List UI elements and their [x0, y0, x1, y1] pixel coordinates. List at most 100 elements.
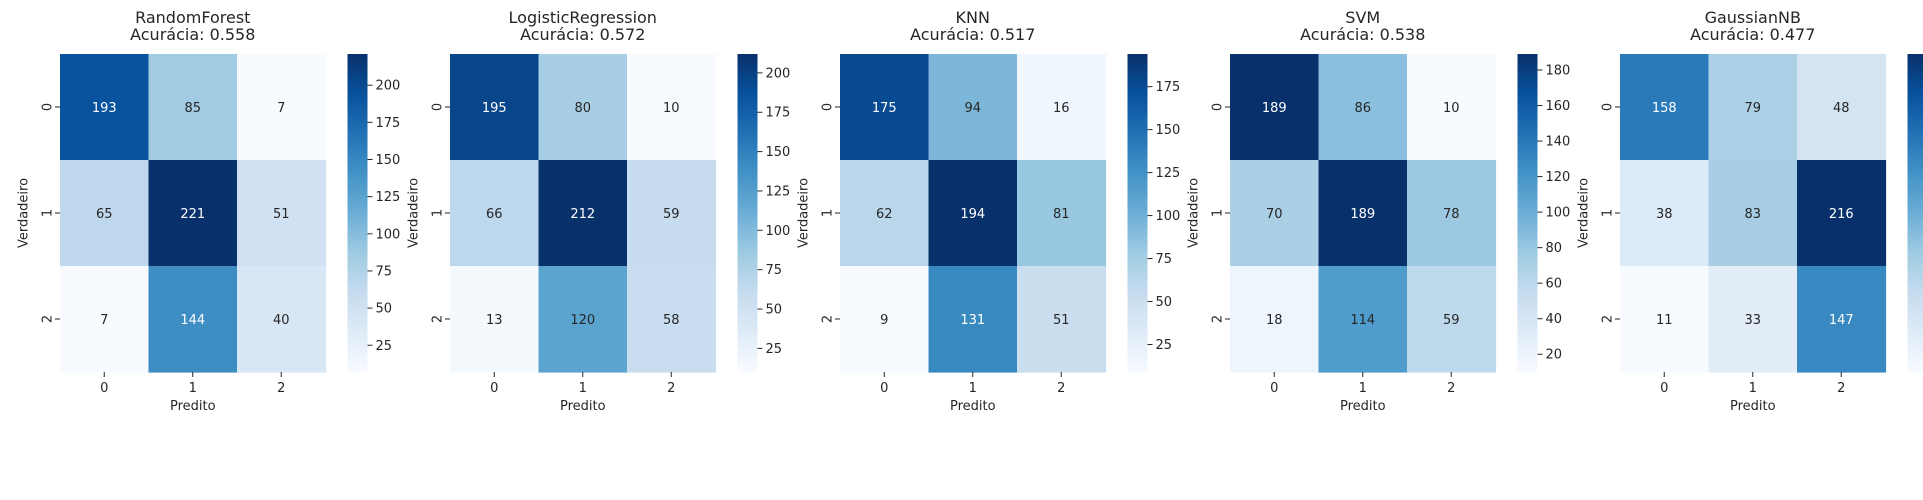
cell-value-label: 18	[1266, 313, 1283, 328]
x-tick-label: 2	[1837, 381, 1845, 396]
x-axis-label: Predito	[170, 399, 216, 414]
heatmap-cell	[1230, 160, 1320, 267]
y-tick-label: 0	[1601, 103, 1616, 111]
cell-value-label: 48	[1833, 101, 1850, 116]
cell-value-label: 10	[1443, 101, 1460, 116]
heatmap-cell	[840, 266, 930, 373]
colorbar-tick-label: 25	[1156, 338, 1173, 353]
cell-value-label: 120	[570, 313, 595, 328]
heatmap-cell	[1797, 160, 1887, 267]
colorbar-tick-label: 60	[1546, 277, 1563, 292]
x-tick-label: 0	[490, 381, 498, 396]
heatmap-cell	[450, 266, 540, 373]
colorbar-tick-label: 100	[1546, 206, 1571, 221]
cell-value-label: 7	[100, 313, 108, 328]
heatmap-cell	[1620, 160, 1710, 267]
y-axis-label: Verdadeiro	[797, 178, 812, 248]
y-axis-label: Verdadeiro	[17, 178, 32, 248]
x-axis-label: Predito	[1340, 399, 1386, 414]
y-tick-label: 0	[821, 103, 836, 111]
heatmap-cell	[538, 54, 628, 161]
colorbar-tick-label: 125	[1156, 166, 1181, 181]
y-tick-label: 2	[1211, 315, 1226, 323]
cell-value-label: 66	[486, 207, 503, 222]
cell-value-label: 81	[1053, 207, 1070, 222]
colorbar-tick-label: 150	[766, 145, 791, 160]
colorbar-tick-label: 120	[1546, 170, 1571, 185]
x-tick-label: 0	[1660, 381, 1668, 396]
cell-value-label: 10	[663, 101, 680, 116]
colorbar-tick-label: 175	[766, 106, 791, 121]
cell-value-label: 78	[1443, 207, 1460, 222]
colorbar-tick-label: 150	[376, 153, 401, 168]
y-tick-label: 2	[1601, 315, 1616, 323]
heatmap-cell	[148, 54, 238, 161]
x-tick-label: 0	[880, 381, 888, 396]
heatmap-cell	[1407, 54, 1497, 161]
cell-value-label: 147	[1829, 313, 1854, 328]
x-tick-label: 1	[1749, 381, 1757, 396]
colorbar-tick-label: 80	[1546, 241, 1563, 256]
panel-title: KNN	[956, 8, 990, 27]
heatmap-cell	[1318, 54, 1408, 161]
heatmap-cell	[237, 160, 327, 267]
heatmap-cell	[450, 160, 540, 267]
x-tick-label: 1	[1359, 381, 1367, 396]
panel-accuracy: Acurácia: 0.477	[1690, 25, 1815, 44]
cell-value-label: 79	[1744, 101, 1761, 116]
cell-value-label: 189	[1262, 101, 1287, 116]
cell-value-label: 70	[1266, 207, 1283, 222]
x-tick-label: 1	[579, 381, 587, 396]
heatmap-cell	[148, 266, 238, 373]
heatmap-cell	[1318, 160, 1408, 267]
y-tick-label: 1	[1601, 209, 1616, 217]
y-axis-label: Verdadeiro	[407, 178, 422, 248]
colorbar	[1907, 54, 1923, 372]
colorbar-tick-label: 100	[376, 227, 401, 242]
cell-value-label: 11	[1656, 313, 1673, 328]
colorbar-tick-label: 180	[1546, 63, 1571, 78]
x-tick-label: 1	[969, 381, 977, 396]
heatmap-cell	[627, 160, 717, 267]
colorbar-tick-label: 100	[766, 224, 791, 239]
heatmap-cell	[840, 160, 930, 267]
heatmap-cell	[1230, 266, 1320, 373]
heatmap-cell	[60, 160, 150, 267]
cell-value-label: 16	[1053, 101, 1070, 116]
heatmap-cell	[538, 160, 628, 267]
y-tick-label: 0	[431, 103, 446, 111]
y-axis-label: Verdadeiro	[1577, 178, 1592, 248]
cell-value-label: 189	[1350, 207, 1375, 222]
y-axis-label: Verdadeiro	[1187, 178, 1202, 248]
x-tick-label: 2	[667, 381, 675, 396]
colorbar-tick-label: 20	[1546, 348, 1563, 363]
x-tick-label: 2	[1057, 381, 1065, 396]
heatmap-cell	[538, 266, 628, 373]
panel-accuracy: Acurácia: 0.538	[1300, 25, 1425, 44]
colorbar-tick-label: 175	[376, 116, 401, 131]
x-axis-label: Predito	[560, 399, 606, 414]
cell-value-label: 221	[180, 207, 205, 222]
heatmap-cell	[1017, 266, 1107, 373]
cell-value-label: 65	[96, 207, 113, 222]
heatmap-cell	[60, 54, 150, 161]
panel-title: RandomForest	[135, 8, 250, 27]
y-tick-label: 2	[431, 315, 446, 323]
colorbar-tick-label: 175	[1156, 80, 1181, 95]
y-tick-label: 1	[1211, 209, 1226, 217]
cell-value-label: 86	[1354, 101, 1371, 116]
x-tick-label: 2	[1447, 381, 1455, 396]
cell-value-label: 33	[1744, 313, 1761, 328]
heatmap-cell	[1407, 160, 1497, 267]
heatmap-cell	[1797, 266, 1887, 373]
heatmap-cell	[60, 266, 150, 373]
cell-value-label: 195	[482, 101, 507, 116]
y-tick-label: 2	[821, 315, 836, 323]
heatmap-cell	[1620, 266, 1710, 373]
cell-value-label: 38	[1656, 207, 1673, 222]
cell-value-label: 193	[92, 101, 117, 116]
heatmap-cell	[1407, 266, 1497, 373]
colorbar-tick-label: 125	[766, 184, 791, 199]
